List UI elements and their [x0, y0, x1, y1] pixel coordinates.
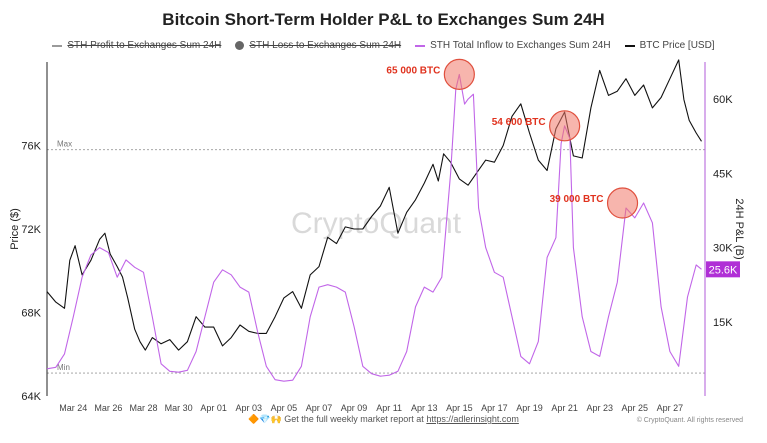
legend-line-icon — [624, 44, 635, 47]
diamond-hands-icon: 🔶💎🙌 — [248, 414, 282, 424]
legend-item-sth-loss[interactable]: STH Loss to Exchanges Sum 24H — [235, 40, 401, 51]
right-tick-label: 30K — [713, 243, 733, 255]
x-tick-label: Apr 11 — [376, 403, 402, 413]
x-tick-label: Apr 05 — [271, 403, 298, 413]
left-tick-label: 68K — [21, 308, 41, 320]
min-label: Min — [57, 363, 70, 372]
legend-label: STH Profit to Exchanges Sum 24H — [67, 40, 222, 51]
btc-price-line — [46, 59, 702, 351]
x-tick-label: Apr 19 — [516, 403, 543, 413]
x-tick-label: Apr 25 — [622, 403, 649, 413]
footer: 🔶💎🙌 Get the full weekly market report at… — [0, 414, 767, 425]
right-tick-label: 15K — [713, 317, 733, 329]
chart-title: Bitcoin Short-Term Holder P&L to Exchang… — [162, 10, 605, 29]
x-tick-label: Mar 26 — [94, 403, 122, 413]
x-tick-label: Apr 07 — [306, 403, 333, 413]
legend-line-icon — [52, 44, 63, 47]
watermark: CryptoQuant — [291, 207, 462, 240]
legend-item-sth-profit[interactable]: STH Profit to Exchanges Sum 24H — [52, 40, 221, 51]
current-value-label: 25.6K — [709, 264, 738, 276]
annotation-label: 54 600 BTC — [492, 117, 546, 128]
legend-dot-icon — [235, 41, 245, 50]
x-tick-label: Apr 03 — [236, 403, 263, 413]
left-tick-label: 64K — [21, 391, 41, 403]
annotation-label: 39 000 BTC — [550, 194, 604, 205]
x-tick-label: Apr 01 — [200, 403, 227, 413]
sth-total-inflow-line — [46, 73, 702, 382]
x-tick-label: Mar 30 — [165, 403, 193, 413]
footer-link[interactable]: https://adlerinsight.com — [426, 414, 519, 424]
footer-text: Get the full weekly market report at — [284, 414, 424, 424]
chart-legend: STH Profit to Exchanges Sum 24H STH Loss… — [0, 40, 767, 51]
legend-line-icon — [415, 44, 426, 47]
legend-item-sth-total-inflow[interactable]: STH Total Inflow to Exchanges Sum 24H — [415, 40, 611, 51]
x-tick-label: Apr 21 — [551, 403, 578, 413]
peak-highlight-circle — [549, 110, 581, 142]
copyright: © CryptoQuant. All rights reserved — [636, 417, 743, 424]
x-tick-label: Apr 27 — [657, 403, 684, 413]
current-value-badge — [706, 261, 740, 278]
legend-item-btc-price[interactable]: BTC Price [USD] — [624, 40, 715, 51]
x-tick-label: Apr 09 — [341, 403, 368, 413]
x-tick-label: Apr 17 — [481, 403, 508, 413]
x-tick-label: Mar 24 — [59, 403, 87, 413]
legend-label: STH Loss to Exchanges Sum 24H — [249, 40, 402, 51]
left-tick-label: 72K — [21, 224, 41, 236]
legend-label: STH Total Inflow to Exchanges Sum 24H — [430, 40, 611, 51]
x-tick-label: Apr 13 — [411, 403, 438, 413]
left-tick-label: 76K — [21, 141, 41, 153]
right-tick-label: 60K — [713, 94, 733, 106]
left-axis-label: Price ($) — [9, 208, 21, 250]
x-tick-label: Mar 28 — [129, 403, 157, 413]
right-axis-label: 24H P&L (B) — [733, 198, 745, 259]
right-tick-label: 45K — [713, 168, 733, 180]
max-label: Max — [57, 140, 72, 149]
x-tick-label: Apr 23 — [586, 403, 613, 413]
peak-highlight-circle — [443, 58, 475, 90]
peak-highlight-circle — [606, 187, 639, 219]
annotation-label: 65 000 BTC — [386, 65, 440, 76]
x-tick-label: Apr 15 — [446, 403, 473, 413]
legend-label: BTC Price [USD] — [639, 40, 715, 51]
